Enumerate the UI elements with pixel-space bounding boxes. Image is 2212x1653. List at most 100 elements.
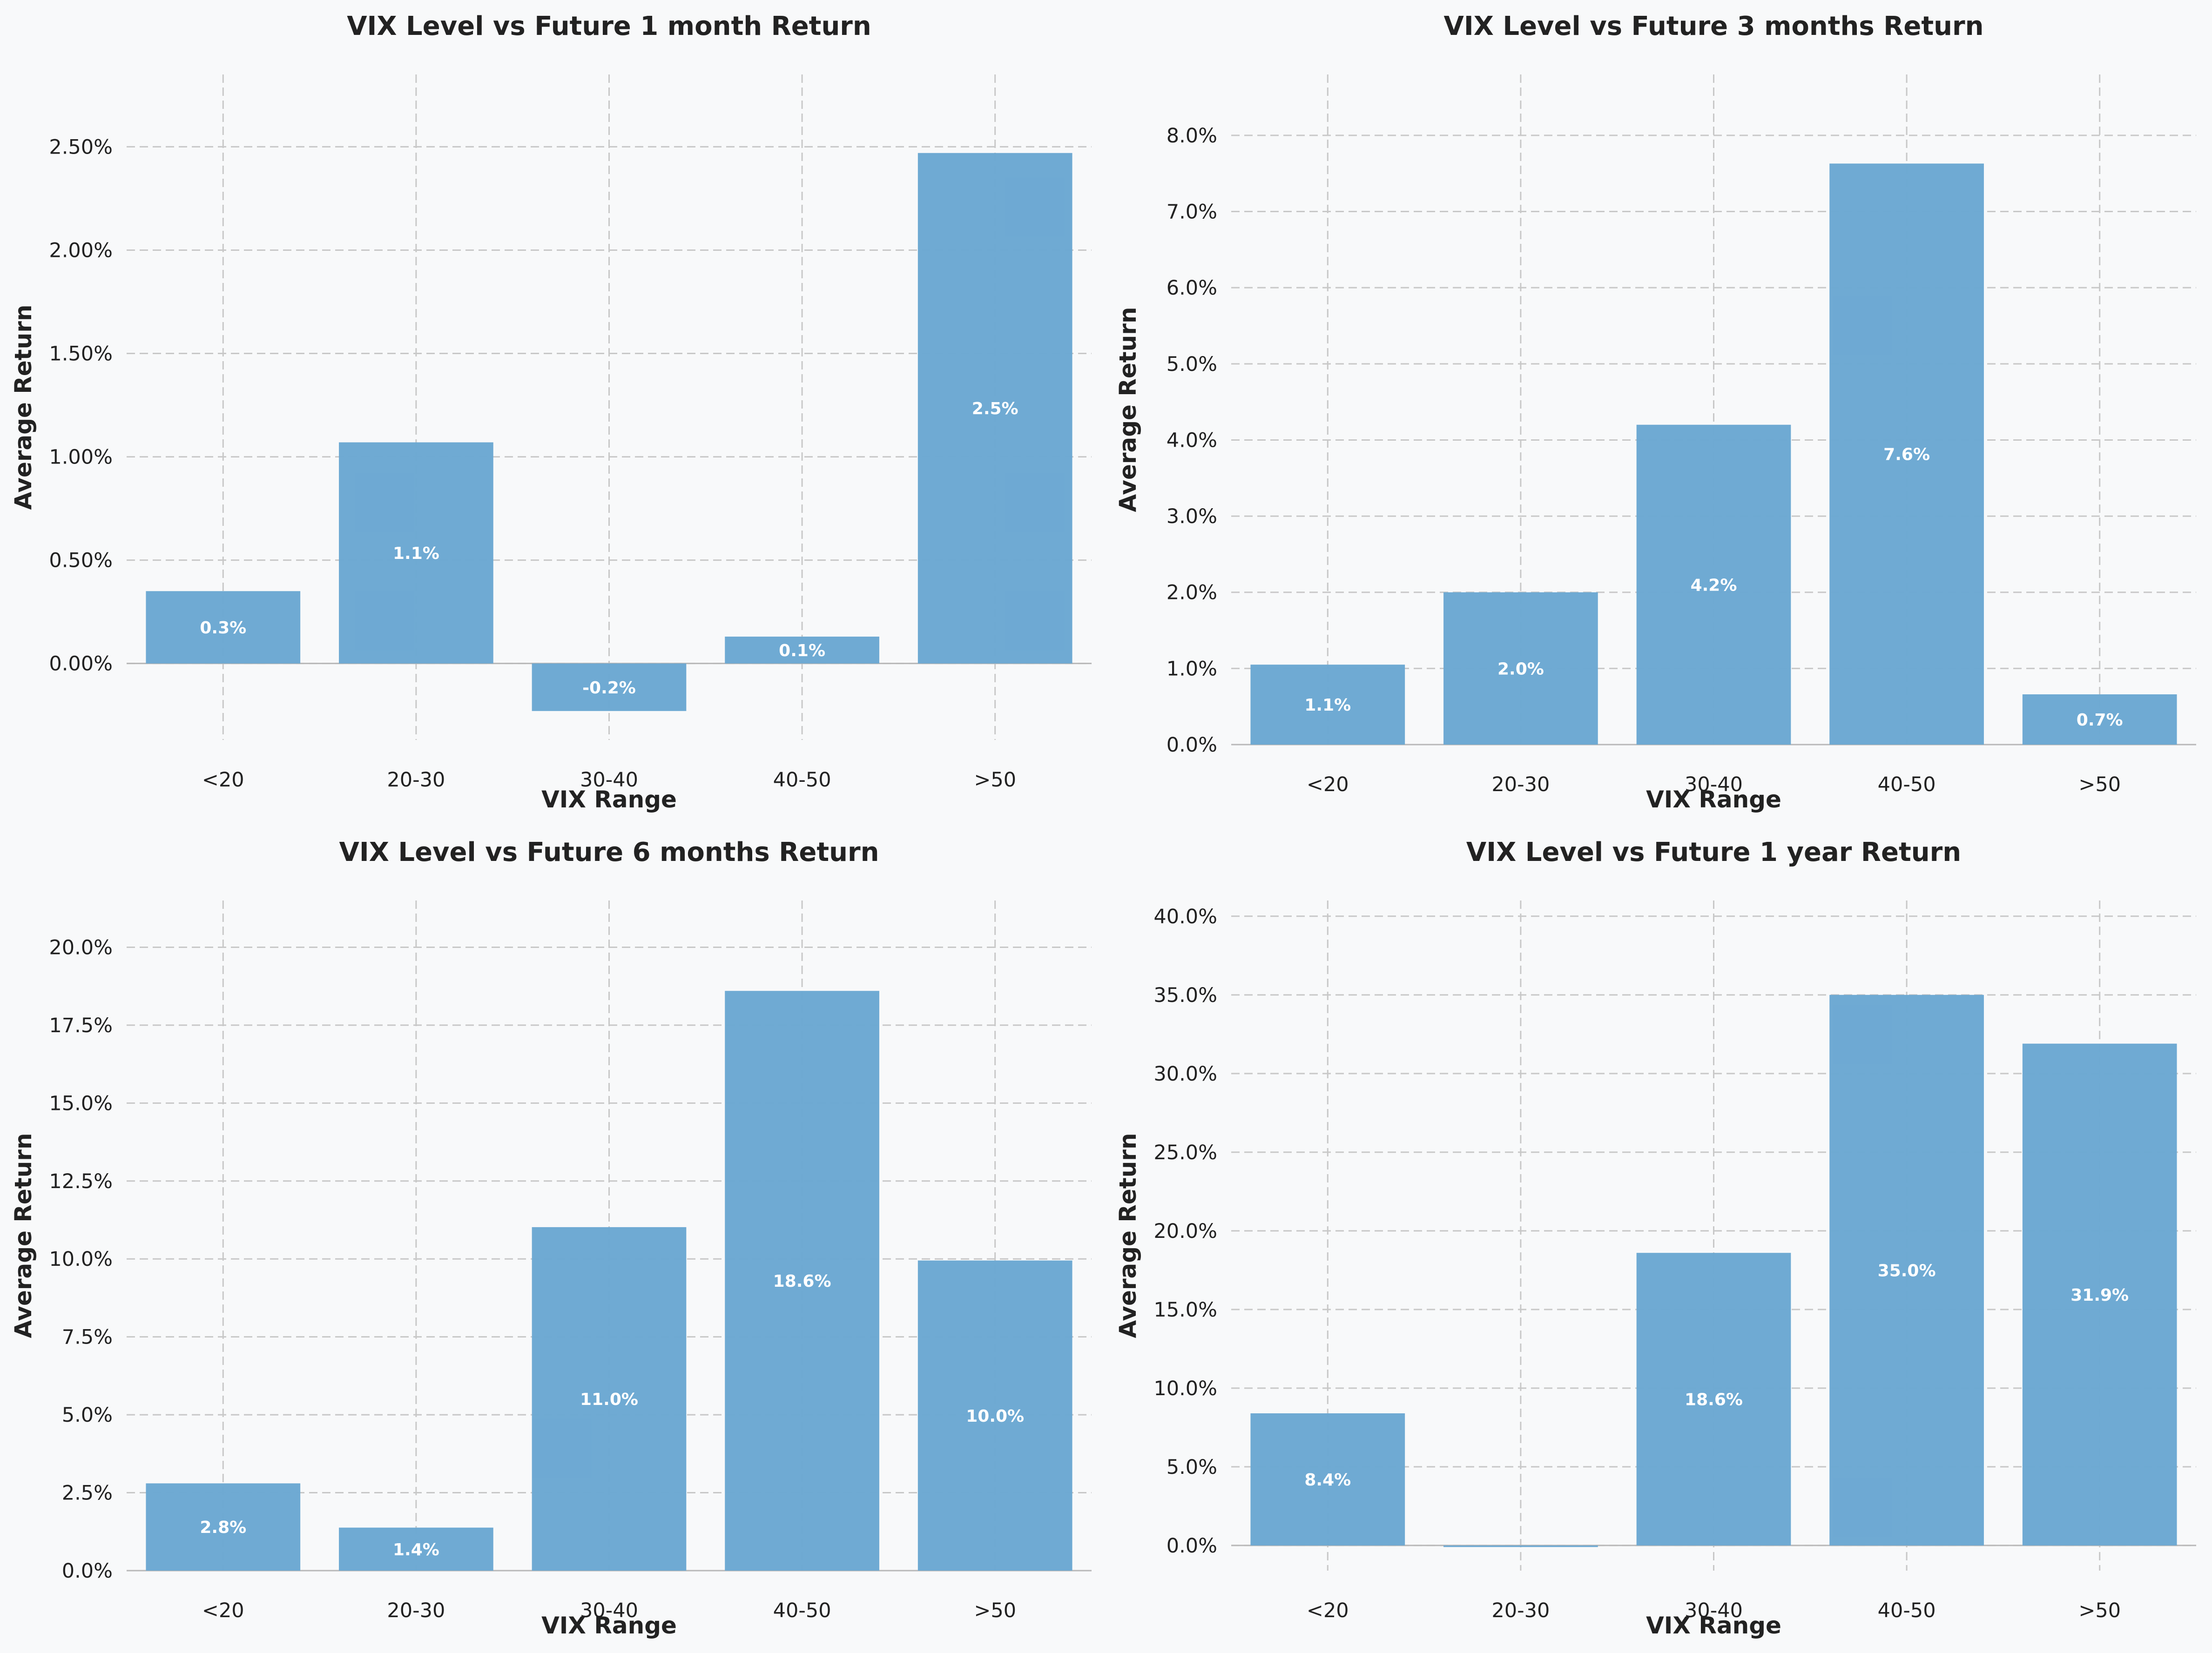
bar-data-label: 0.1% [779,641,825,660]
bar-30-40 [532,1227,687,1571]
y-tick-label: 20.0% [49,936,113,959]
chart-title: VIX Level vs Future 1 month Return [347,11,871,41]
x-tick-label: >50 [2078,773,2121,796]
x-tick-label: 30-40 [1685,773,1743,796]
y-tick-label: 3.0% [1167,505,1217,528]
chart-panel-3: 0.0% 2.5% 5.0% 7.5% 10.0% 12.5% 15.0% 17.5% 20.0… [10,837,1092,1639]
y-tick-label: 0.0% [1167,733,1217,757]
y-tick-label: 10.0% [1153,1377,1217,1400]
y-tick-label: 10.0% [49,1248,113,1271]
y-tick-label: 35.0% [1153,984,1217,1007]
bar-data-label: 31.9% [2070,1286,2129,1305]
bar-40-50 [725,991,879,1571]
bar-<20 [1250,1413,1405,1545]
x-tick-label: 30-40 [1685,1599,1743,1622]
y-tick-label: 15.0% [1153,1298,1217,1322]
y-tick-label: 15.0% [49,1092,113,1115]
bar-40-50 [1829,994,1984,1545]
bar-data-label: 18.6% [773,1272,831,1291]
bar-<20 [1250,665,1405,745]
x-tick-label: 40-50 [773,768,831,792]
x-axis-label: VIX Range [541,1612,677,1639]
bar-data-label: 8.4% [1304,1471,1351,1490]
y-tick-label: 17.5% [49,1014,113,1037]
chart-panel-1: 0.00% 0.50% 1.00% 1.50% 2.00% 2.50% 0.3% <20 1.1… [10,11,1092,813]
x-tick-label: 20-30 [387,1599,445,1622]
y-tick-label: 12.5% [49,1170,113,1193]
x-tick-label: <20 [202,768,244,792]
x-tick-label: 20-30 [1491,1599,1550,1622]
bar-data-label: 4.2% [1691,576,1737,595]
bar-data-label: 0.7% [2077,711,2123,730]
bar-20-30 [339,442,493,664]
y-tick-label: 1.0% [1167,657,1217,680]
bar-data-label: 11.0% [580,1390,638,1409]
y-tick-label: 5.0% [1167,1456,1217,1479]
x-axis-label: VIX Range [1646,786,1781,813]
bar-data-label: 2.0% [1497,659,1544,679]
bar->50 [917,1260,1072,1571]
x-tick-label: >50 [974,1599,1016,1622]
y-tick-label: 30.0% [1153,1062,1217,1086]
x-tick-label: 20-30 [1491,773,1550,796]
bar->50 [2022,694,2177,745]
bar-20-30 [339,1527,493,1571]
y-tick-label: 4.0% [1167,429,1217,452]
y-axis-label: Average Return [10,304,37,510]
bar-data-label: 0.3% [200,618,246,638]
bar-data-label: 1.4% [393,1540,439,1559]
x-tick-label: 40-50 [1878,1599,1936,1622]
y-tick-label: 0.0% [1167,1534,1217,1558]
y-tick-label: 2.0% [1167,581,1217,605]
y-tick-label: 6.0% [1167,276,1217,300]
y-tick-label: 7.5% [62,1326,113,1349]
chart-panel-2: 0.0% 1.0% 2.0% 3.0% 4.0% 5.0% 6.0% 7.0% 8.0% 1.1%… [1114,11,2196,813]
y-axis-label: Average Return [1114,307,1141,512]
x-tick-label: >50 [974,768,1016,792]
bar-<20 [146,1483,301,1571]
chart-title: VIX Level vs Future 3 months Return [1444,11,1984,41]
y-tick-label: 2.50% [49,135,113,159]
y-tick-label: 40.0% [1153,905,1217,928]
x-tick-label: 40-50 [1878,773,1936,796]
bar-<20 [146,591,301,664]
y-tick-label: 0.0% [62,1559,113,1583]
y-tick-label: 1.00% [49,446,113,469]
bar-data-label: 10.0% [966,1407,1024,1426]
y-tick-label: 20.0% [1153,1220,1217,1243]
bar-30-40 [1636,1253,1791,1545]
y-tick-label: 0.50% [49,549,113,572]
y-tick-label: 7.0% [1167,201,1217,224]
y-tick-label: 8.0% [1167,124,1217,148]
bar-data-label: 2.8% [200,1518,246,1537]
bar-30-40 [532,663,687,711]
bar-20-30 [1443,592,1598,745]
bar-data-label: 2.5% [972,399,1018,418]
x-tick-label: 30-40 [580,768,638,792]
x-tick-label: <20 [202,1599,244,1622]
y-axis-label: Average Return [10,1133,37,1338]
chart-title: VIX Level vs Future 6 months Return [339,837,879,867]
y-axis-label: Average Return [1114,1133,1141,1338]
bar-data-label: 1.1% [1304,696,1351,715]
y-tick-label: 5.0% [1167,353,1217,376]
x-tick-label: 40-50 [773,1599,831,1622]
bar-30-40 [1636,424,1791,745]
x-tick-label: <20 [1307,1599,1349,1622]
x-tick-label: >50 [2078,1599,2121,1622]
x-axis-label: VIX Range [1646,1612,1781,1639]
bar-20-30 [1443,1545,1598,1547]
y-tick-label: 0.00% [49,652,113,676]
bar->50 [2022,1043,2177,1545]
x-tick-label: <20 [1307,773,1349,796]
y-tick-label: 2.5% [62,1482,113,1505]
bar->50 [917,153,1072,664]
bar-data-label: 1.1% [393,544,439,563]
y-tick-label: 5.0% [62,1404,113,1427]
bar-data-label: -0.2% [582,679,636,698]
chart-panel-4: 0.0% 5.0% 10.0% 15.0% 20.0% 25.0% 30.0% 35.0% 40… [1114,837,2196,1639]
y-tick-label: 2.00% [49,239,113,262]
y-tick-label: 25.0% [1153,1141,1217,1164]
x-axis-label: VIX Range [541,786,677,813]
